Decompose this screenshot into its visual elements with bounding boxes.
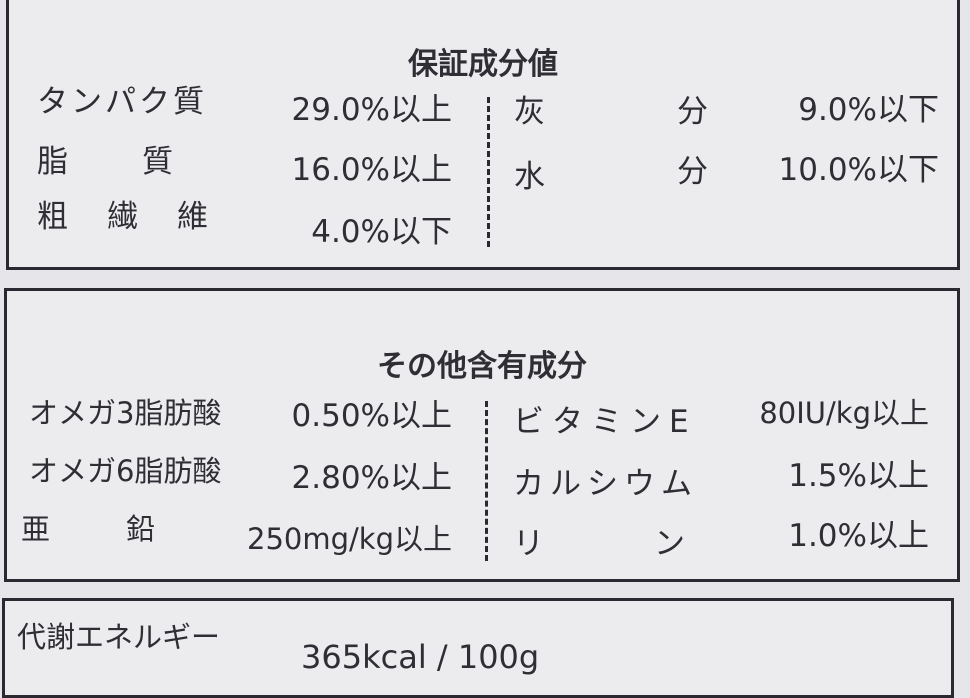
- other-value: 0.50%以上: [291, 398, 452, 434]
- energy-box: 代謝エネルギー 365kcal / 100g: [2, 598, 954, 698]
- other-label: リ ン: [513, 526, 701, 562]
- guaranteed-value: 29.0%以上: [291, 92, 452, 128]
- other-value: 80IU/kg以上: [759, 396, 929, 430]
- other-label: 亜 鉛: [21, 512, 162, 546]
- other-label: ビタミンE: [513, 404, 697, 440]
- guaranteed-label: 脂 質: [37, 144, 177, 180]
- other-label: オメガ6脂肪酸: [29, 454, 222, 488]
- energy-value: 365kcal / 100g: [301, 638, 540, 676]
- guaranteed-label: 粗 繊 維: [37, 199, 212, 235]
- guaranteed-value: 10.0%以下: [778, 152, 939, 188]
- guaranteed-value: 4.0%以下: [311, 214, 452, 250]
- guaranteed-label: 灰: [514, 94, 545, 130]
- guaranteed-label: 水: [514, 159, 545, 195]
- other-value: 2.80%以上: [291, 460, 452, 496]
- other-value: 250mg/kg以上: [247, 522, 452, 556]
- other-ingredients-box: その他含有成分 オメガ3脂肪酸 0.50%以上 オメガ6脂肪酸 2.80%以上 …: [4, 288, 960, 582]
- guaranteed-title: 保証成分値: [408, 47, 558, 82]
- column-divider: [487, 97, 490, 247]
- other-label: オメガ3脂肪酸: [29, 396, 222, 430]
- guaranteed-label: 分: [677, 154, 708, 190]
- guaranteed-value: 16.0%以上: [291, 152, 452, 188]
- guaranteed-value: 9.0%以下: [798, 92, 939, 128]
- other-value: 1.0%以上: [788, 518, 929, 554]
- energy-label: 代謝エネルギー: [17, 620, 221, 654]
- guaranteed-label: タンパク質: [37, 84, 207, 120]
- guaranteed-label: 分: [677, 94, 708, 130]
- other-value: 1.5%以上: [788, 458, 929, 494]
- column-divider: [485, 401, 488, 561]
- other-title: その他含有成分: [377, 349, 587, 384]
- other-label: カルシウム: [513, 466, 698, 502]
- guaranteed-analysis-box: 保証成分値 タンパク質 29.0%以上 脂 質 16.0%以上 粗 繊 維 4.…: [6, 0, 960, 270]
